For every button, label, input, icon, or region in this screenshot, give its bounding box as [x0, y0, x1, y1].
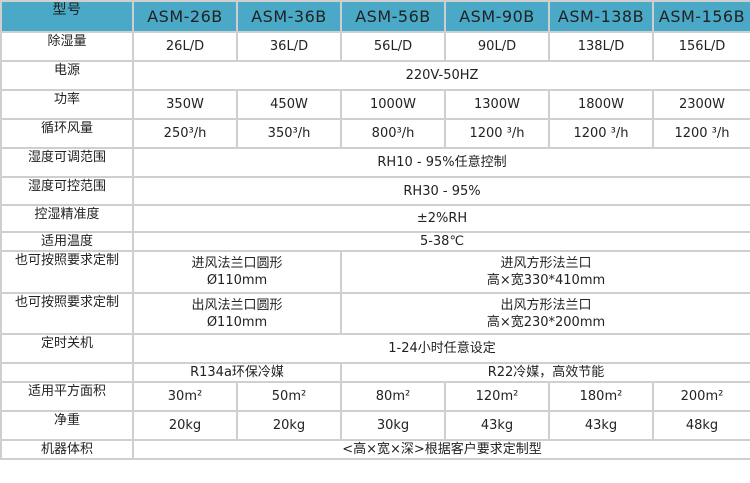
spec-row: 湿度可调范围 RH10 - 95%任意控制 — [0, 147, 750, 178]
spec-row: 也可按照要求定制 出风法兰口圆形 Ø110mm 出风方形法兰口 高×宽230*200mm — [0, 292, 750, 335]
spec-value: 5-38℃ — [132, 231, 750, 252]
spec-value: 80m² — [340, 381, 446, 412]
row-label: 控湿精准度 — [0, 204, 134, 233]
spec-value: 1000W — [340, 89, 446, 120]
spec-row: 适用温度 5-38℃ — [0, 231, 750, 252]
text-line: 高×宽330*410mm — [486, 273, 606, 288]
spec-value: 220V-50HZ — [132, 60, 750, 91]
model-name: ASM-56B — [340, 0, 446, 33]
spec-value: 43kg — [444, 410, 550, 441]
spec-value: 800³/h — [340, 118, 446, 149]
row-label: 除湿量 — [0, 31, 134, 62]
text-line: R22冷媒，高效节能 — [487, 365, 605, 380]
model-name: ASM-26B — [132, 0, 238, 33]
row-label: 功率 — [0, 89, 134, 120]
spec-value: 1-24小时任意设定 — [132, 333, 750, 364]
spec-row: R134a环保冷媒 R22冷媒，高效节能 — [0, 362, 750, 383]
spec-value: 120m² — [444, 381, 550, 412]
spec-row: 适用平方面积 30m² 50m² 80m² 120m² 180m² 200m² — [0, 381, 750, 412]
text-line: 进风方形法兰口 — [500, 256, 592, 271]
header-row: 型号 ASM-26B ASM-36B ASM-56B ASM-90B ASM-138B AS… — [0, 0, 750, 33]
spec-value: 90L/D — [444, 31, 550, 62]
spec-value: 30m² — [132, 381, 238, 412]
row-label: 适用平方面积 — [0, 381, 134, 412]
text-line: Ø110mm — [206, 314, 268, 330]
spec-value: 48kg — [652, 410, 750, 441]
spec-row: 电源 220V-50HZ — [0, 60, 750, 91]
spec-value: 1200 ³/h — [444, 118, 550, 149]
spec-value-left: 进风法兰口圆形 Ø110mm — [132, 250, 342, 294]
spec-value: ±2%RH — [132, 204, 750, 233]
spec-value: 56L/D — [340, 31, 446, 62]
model-name: ASM-156B — [652, 0, 750, 33]
text-line: 高×宽230*200mm — [486, 314, 606, 330]
spec-value: 156L/D — [652, 31, 750, 62]
spec-value-left: R134a环保冷媒 — [132, 362, 342, 383]
spec-value: 30kg — [340, 410, 446, 441]
spec-value: 20kg — [236, 410, 342, 441]
row-label: 也可按照要求定制 — [0, 292, 134, 335]
spec-value: 1800W — [548, 89, 654, 120]
spec-row: 定时关机 1-24小时任意设定 — [0, 333, 750, 364]
spec-value: 250³/h — [132, 118, 238, 149]
spec-value-left: 出风法兰口圆形 Ø110mm — [132, 292, 342, 335]
header-label: 型号 — [0, 0, 134, 33]
row-label: 电源 — [0, 60, 134, 91]
spec-value: RH30 - 95% — [132, 176, 750, 206]
text-line: 出风方形法兰口 — [500, 297, 592, 313]
spec-value: 43kg — [548, 410, 654, 441]
row-label: 适用温度 — [0, 231, 134, 252]
spec-row: 净重 20kg 20kg 30kg 43kg 43kg 48kg — [0, 410, 750, 441]
row-label: 定时关机 — [0, 333, 134, 364]
spec-value: 50m² — [236, 381, 342, 412]
spec-value: 20kg — [132, 410, 238, 441]
spec-row: 也可按照要求定制 进风法兰口圆形 Ø110mm 进风方形法兰口 高×宽330*410mm — [0, 250, 750, 294]
model-name: ASM-90B — [444, 0, 550, 33]
spec-value: <高×宽×深>根据客户要求定制型 — [132, 439, 750, 460]
text-line: Ø110mm — [206, 273, 268, 288]
spec-value: 1200 ³/h — [652, 118, 750, 149]
spec-row: 循环风量 250³/h 350³/h 800³/h 1200 ³/h 1200 ³/h 12… — [0, 118, 750, 149]
row-label: 循环风量 — [0, 118, 134, 149]
model-name: ASM-36B — [236, 0, 342, 33]
spec-row: 湿度可控范围 RH30 - 95% — [0, 176, 750, 206]
row-label: 机器体积 — [0, 439, 134, 460]
spec-value: 2300W — [652, 89, 750, 120]
spec-value: 350³/h — [236, 118, 342, 149]
spec-value: RH10 - 95%任意控制 — [132, 147, 750, 178]
row-label: 净重 — [0, 410, 134, 441]
row-label — [0, 362, 134, 383]
spec-value-right: R22冷媒，高效节能 — [340, 362, 750, 383]
spec-value-right: 进风方形法兰口 高×宽330*410mm — [340, 250, 750, 294]
text-line: 进风法兰口圆形 — [191, 256, 283, 271]
spec-value: 1300W — [444, 89, 550, 120]
spec-value: 350W — [132, 89, 238, 120]
spec-value: 138L/D — [548, 31, 654, 62]
row-label: 湿度可调范围 — [0, 147, 134, 178]
spec-value: 450W — [236, 89, 342, 120]
spec-value: 26L/D — [132, 31, 238, 62]
spec-value: 200m² — [652, 381, 750, 412]
spec-row: 功率 350W 450W 1000W 1300W 1800W 2300W — [0, 89, 750, 120]
spec-value: 36L/D — [236, 31, 342, 62]
row-label: 也可按照要求定制 — [0, 250, 134, 294]
text-line: R134a环保冷媒 — [190, 365, 284, 380]
spec-row: 机器体积 <高×宽×深>根据客户要求定制型 — [0, 439, 750, 460]
spec-table: 型号 ASM-26B ASM-36B ASM-56B ASM-90B ASM-138B AS… — [0, 0, 750, 460]
spec-value: 1200 ³/h — [548, 118, 654, 149]
spec-value-right: 出风方形法兰口 高×宽230*200mm — [340, 292, 750, 335]
spec-row: 控湿精准度 ±2%RH — [0, 204, 750, 233]
spec-row: 除湿量 26L/D 36L/D 56L/D 90L/D 138L/D 156L/D — [0, 31, 750, 62]
model-name: ASM-138B — [548, 0, 654, 33]
text-line: 出风法兰口圆形 — [191, 297, 283, 313]
spec-value: 180m² — [548, 381, 654, 412]
row-label: 湿度可控范围 — [0, 176, 134, 206]
